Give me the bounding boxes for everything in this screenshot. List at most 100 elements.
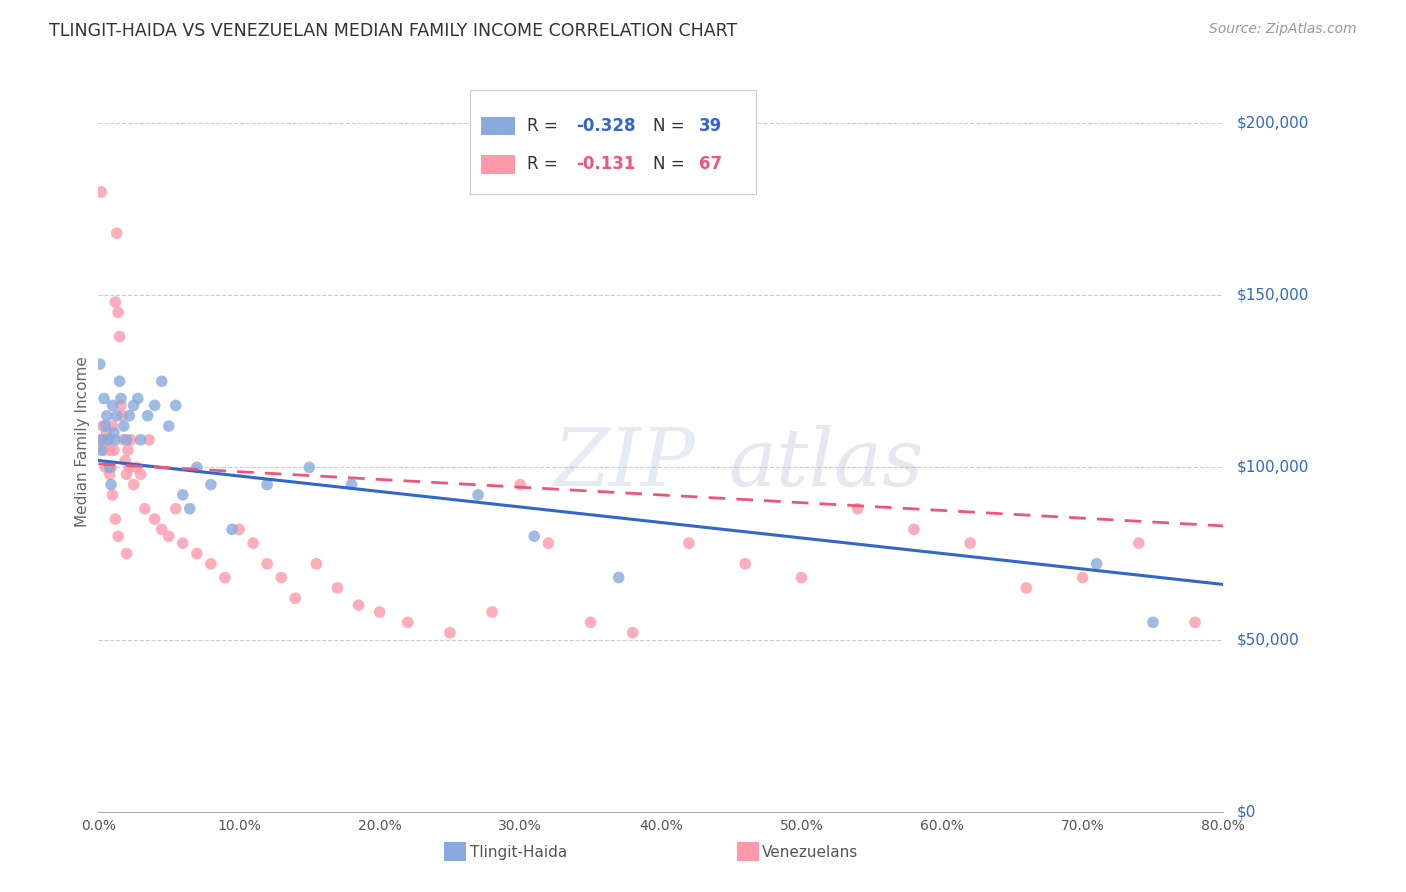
Point	[200, 477, 222, 491]
Point	[105, 409, 128, 423]
Point	[579, 615, 602, 630]
Point	[94, 460, 117, 475]
Point	[396, 615, 419, 630]
Point	[111, 409, 134, 423]
Text: $0: $0	[1237, 805, 1257, 819]
Point	[104, 433, 127, 447]
Bar	[481, 117, 516, 136]
Point	[138, 433, 160, 447]
Point	[122, 477, 145, 491]
Point	[98, 467, 121, 482]
Text: -0.131: -0.131	[575, 155, 636, 174]
Point	[110, 392, 132, 406]
Point	[678, 536, 700, 550]
Point	[481, 605, 503, 619]
Point	[122, 398, 145, 412]
Point	[305, 557, 328, 571]
Point	[284, 591, 307, 606]
Point	[90, 443, 112, 458]
Point	[89, 433, 111, 447]
Point	[103, 443, 125, 458]
Point	[790, 570, 813, 584]
Text: $50,000: $50,000	[1237, 632, 1301, 647]
Point	[136, 409, 159, 423]
Point	[96, 425, 118, 440]
Point	[326, 581, 349, 595]
Point	[120, 433, 142, 447]
Text: R =: R =	[527, 117, 562, 136]
Point	[129, 467, 152, 482]
Point	[1085, 557, 1108, 571]
Point	[143, 512, 166, 526]
Point	[98, 443, 121, 458]
Y-axis label: Median Family Income: Median Family Income	[75, 356, 90, 527]
Point	[93, 443, 115, 458]
Point	[100, 477, 122, 491]
Point	[90, 185, 112, 199]
Text: R =: R =	[527, 155, 562, 174]
Point	[97, 433, 120, 447]
Text: $150,000: $150,000	[1237, 288, 1309, 302]
Point	[157, 419, 180, 434]
Point	[105, 226, 128, 240]
Point	[108, 329, 131, 343]
Point	[157, 529, 180, 543]
Point	[186, 460, 208, 475]
Point	[1128, 536, 1150, 550]
Point	[100, 460, 122, 475]
Point	[125, 460, 148, 475]
Point	[347, 598, 370, 612]
Point	[108, 374, 131, 388]
Point	[98, 460, 121, 475]
Point	[91, 433, 114, 447]
Point	[91, 419, 114, 434]
Point	[112, 433, 135, 447]
Point	[172, 536, 194, 550]
Point	[118, 460, 141, 475]
Point	[256, 557, 278, 571]
Text: $100,000: $100,000	[1237, 460, 1309, 475]
Point	[101, 419, 124, 434]
Text: Tlingit-Haida: Tlingit-Haida	[470, 845, 567, 860]
Point	[228, 522, 250, 536]
Point	[107, 305, 129, 319]
Point	[129, 433, 152, 447]
Text: N =: N =	[654, 117, 690, 136]
Point	[115, 546, 138, 560]
Text: -0.328: -0.328	[575, 117, 636, 136]
Text: atlas: atlas	[728, 425, 924, 502]
Point	[298, 460, 321, 475]
Bar	[481, 155, 516, 174]
Point	[89, 357, 111, 371]
Point	[368, 605, 391, 619]
Point	[734, 557, 756, 571]
Point	[1015, 581, 1038, 595]
Point	[94, 419, 117, 434]
Text: 67: 67	[699, 155, 723, 174]
Point	[221, 522, 243, 536]
Point	[150, 374, 173, 388]
Text: ZIP: ZIP	[553, 425, 695, 502]
Point	[165, 398, 187, 412]
Point	[112, 419, 135, 434]
Point	[1142, 615, 1164, 630]
Point	[93, 392, 115, 406]
Point	[621, 625, 644, 640]
Point	[467, 488, 489, 502]
Point	[101, 488, 124, 502]
Point	[172, 488, 194, 502]
Point	[340, 477, 363, 491]
Point	[959, 536, 981, 550]
Point	[256, 477, 278, 491]
Text: Venezuelans: Venezuelans	[762, 845, 859, 860]
Text: N =: N =	[654, 155, 690, 174]
Text: $200,000: $200,000	[1237, 115, 1309, 130]
Text: Source: ZipAtlas.com: Source: ZipAtlas.com	[1209, 22, 1357, 37]
Point	[242, 536, 264, 550]
Point	[509, 477, 531, 491]
Point	[1184, 615, 1206, 630]
Point	[115, 467, 138, 482]
Point	[200, 557, 222, 571]
Point	[97, 433, 120, 447]
Point	[165, 501, 187, 516]
